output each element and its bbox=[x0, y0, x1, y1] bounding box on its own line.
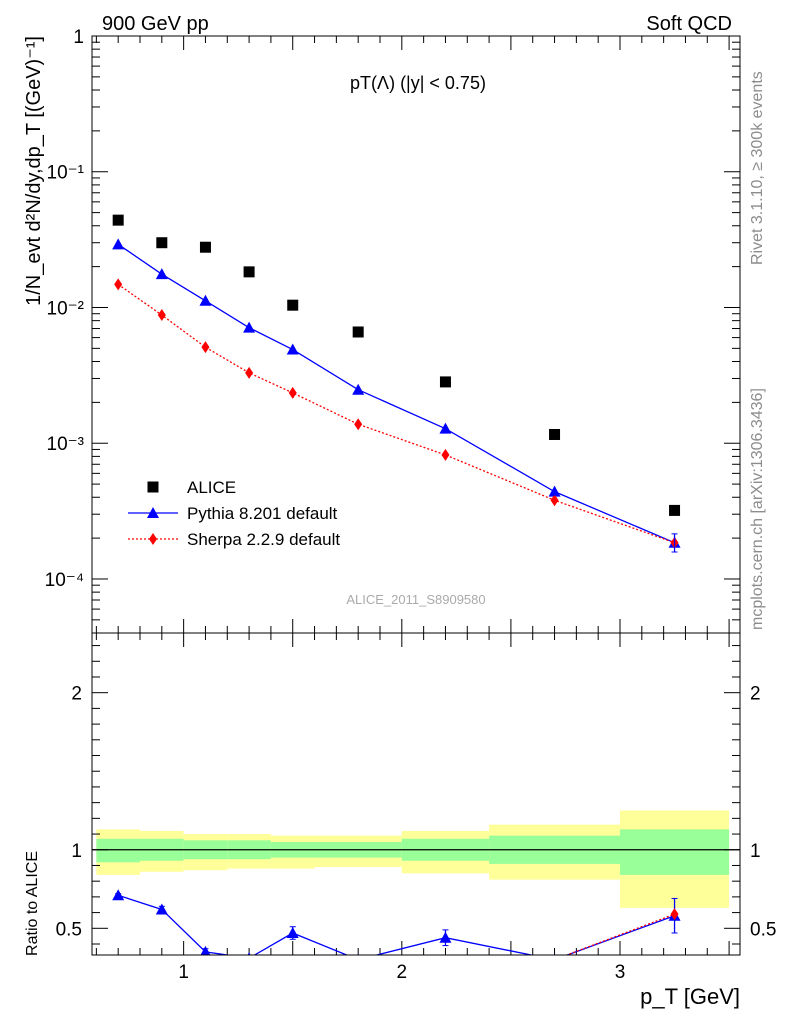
main-panel: pT(Λ) (|y| < 0.75) ALICE_2011_S8909580 1… bbox=[23, 27, 741, 955]
data-point bbox=[352, 326, 364, 338]
ratio-y-tick-label: 2 bbox=[71, 684, 82, 705]
y-tick-label: 10⁻¹ bbox=[47, 163, 85, 184]
data-point bbox=[286, 343, 299, 355]
series-triangle bbox=[112, 238, 681, 548]
legend-label: Pythia 8.201 default bbox=[187, 504, 338, 523]
data-point bbox=[112, 214, 124, 226]
main-y-axis-label: 1/N_evt d²N/dy,dp_T [(GeV)⁻¹] bbox=[23, 36, 45, 306]
stat-uncertainty-band bbox=[620, 829, 730, 875]
stat-uncertainty-band bbox=[96, 838, 140, 863]
ratio-data bbox=[112, 889, 681, 955]
data-point bbox=[155, 268, 168, 280]
data-point bbox=[147, 481, 159, 493]
rivet-label: Rivet 3.1.10, ≥ 300k events bbox=[749, 71, 766, 265]
data-point bbox=[549, 428, 561, 440]
main-axis-ticks bbox=[92, 35, 740, 955]
ratio-frame bbox=[91, 632, 741, 956]
legend-item: Pythia 8.201 default bbox=[128, 504, 338, 523]
series-line bbox=[117, 243, 675, 544]
data-point bbox=[286, 927, 299, 939]
data-point bbox=[247, 952, 251, 955]
data-point bbox=[550, 494, 559, 507]
data-point bbox=[201, 341, 210, 354]
series-line bbox=[117, 894, 675, 955]
data-point bbox=[243, 266, 255, 278]
data-point bbox=[439, 422, 452, 434]
ratio-tick-labels: 0.5 0.5 1 1 2 2 1 2 3 bbox=[56, 684, 777, 983]
x-axis-label: p_T [GeV] bbox=[640, 984, 740, 1009]
data-point bbox=[669, 504, 681, 516]
data-point bbox=[287, 299, 299, 311]
series-square bbox=[112, 214, 681, 516]
ratio-y-tick-label: 0.5 bbox=[56, 919, 82, 940]
legend-label: Sherpa 2.2.9 default bbox=[187, 530, 340, 549]
ratio-y-tick-label: 0.5 bbox=[750, 919, 776, 940]
series-line bbox=[565, 913, 675, 955]
data-point bbox=[199, 294, 212, 306]
data-point bbox=[288, 386, 297, 399]
data-point bbox=[354, 418, 363, 431]
data-point bbox=[441, 448, 450, 461]
data-point bbox=[155, 903, 168, 915]
header-right: Soft QCD bbox=[646, 13, 732, 35]
watermark: ALICE_2011_S8909580 bbox=[346, 592, 485, 607]
ratio-y-tick-label: 2 bbox=[750, 684, 761, 705]
x-tick-label: 2 bbox=[397, 962, 408, 983]
data-point bbox=[439, 931, 452, 943]
header-left: 900 GeV pp bbox=[102, 13, 209, 35]
data-point bbox=[352, 383, 365, 395]
y-tick-label: 10⁻³ bbox=[47, 434, 85, 455]
data-point bbox=[149, 533, 157, 545]
data-point bbox=[200, 945, 211, 955]
mcplots-label: mcplots.cern.ch [arXiv:1306.3436] bbox=[749, 388, 766, 630]
data-point bbox=[157, 309, 166, 322]
data-point bbox=[112, 238, 125, 250]
data-point bbox=[670, 908, 679, 921]
data-point bbox=[439, 376, 451, 388]
data-point bbox=[245, 366, 254, 379]
y-tick-label: 10⁻² bbox=[47, 298, 85, 319]
data-point bbox=[199, 241, 211, 253]
ratio-panel: Ratio to ALICE p_T [GeV] 0.5 0.5 1 1 2 2 1 2 3 bbox=[24, 632, 777, 1009]
data-point bbox=[114, 278, 123, 291]
x-tick-label: 1 bbox=[178, 962, 189, 983]
legend-item: Sherpa 2.2.9 default bbox=[128, 530, 340, 549]
data-point bbox=[243, 321, 256, 333]
legend-label: ALICE bbox=[187, 478, 236, 497]
legend: ALICE Pythia 8.201 default Sherpa 2.2.9 de… bbox=[128, 478, 340, 549]
x-tick-label: 3 bbox=[615, 962, 626, 983]
y-tick-label: 1 bbox=[73, 27, 84, 48]
data-point bbox=[156, 237, 168, 249]
ratio-y-tick-label: 1 bbox=[71, 841, 82, 862]
main-title: pT(Λ) (|y| < 0.75) bbox=[350, 73, 486, 93]
data-point bbox=[112, 889, 125, 901]
main-y-tick-labels: 1 10⁻¹ 10⁻² 10⁻³ 10⁻⁴ bbox=[45, 27, 84, 591]
ratio-y-tick-label: 1 bbox=[750, 841, 761, 862]
y-tick-label: 10⁻⁴ bbox=[45, 570, 84, 591]
ratio-y-axis-label: Ratio to ALICE bbox=[24, 851, 41, 956]
main-data bbox=[112, 214, 681, 553]
ratio-axis-ticks bbox=[92, 645, 740, 945]
legend-item: ALICE bbox=[147, 478, 236, 497]
data-point bbox=[147, 507, 159, 518]
ratio-bands bbox=[92, 810, 740, 908]
